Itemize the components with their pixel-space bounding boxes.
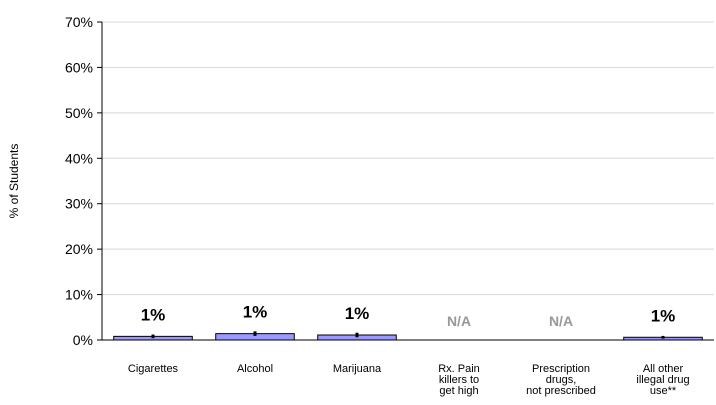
data-labels: 1% 1% 1% N/A N/A 1% <box>141 303 676 329</box>
y-tick-label: 10% <box>65 287 93 303</box>
x-axis-categories: Cigarettes Alcohol Marijuana Rx. Pain killer… <box>128 363 690 397</box>
data-label: 1% <box>141 305 166 324</box>
y-tick-label: 0% <box>73 332 93 348</box>
category-label: Rx. Pain killers to get high <box>438 363 480 397</box>
grid-lines <box>102 21 714 296</box>
y-tick-label: 20% <box>65 241 93 257</box>
y-tick-label: 60% <box>65 59 93 75</box>
data-label: 1% <box>345 304 370 323</box>
bars <box>113 331 703 341</box>
y-tick-label: 70% <box>65 14 93 30</box>
data-label: N/A <box>549 313 573 329</box>
y-tick-label: 50% <box>65 105 93 121</box>
data-label: N/A <box>447 313 471 329</box>
data-label: 1% <box>651 306 676 325</box>
category-label: Cigarettes <box>128 363 179 375</box>
y-tick-label: 40% <box>65 150 93 166</box>
y-tick-label: 30% <box>65 196 93 212</box>
category-label: Marijuana <box>333 363 382 375</box>
y-axis-ticks: 0% 10% 20% 30% 40% 50% 60% 70% <box>65 14 102 348</box>
data-label: 1% <box>243 303 268 322</box>
category-label: All other illegal drug use** <box>636 363 689 397</box>
category-label: Alcohol <box>237 363 273 375</box>
category-label: Prescription drugs, not prescribed <box>526 363 596 397</box>
y-axis-label: % of Students <box>7 144 21 219</box>
